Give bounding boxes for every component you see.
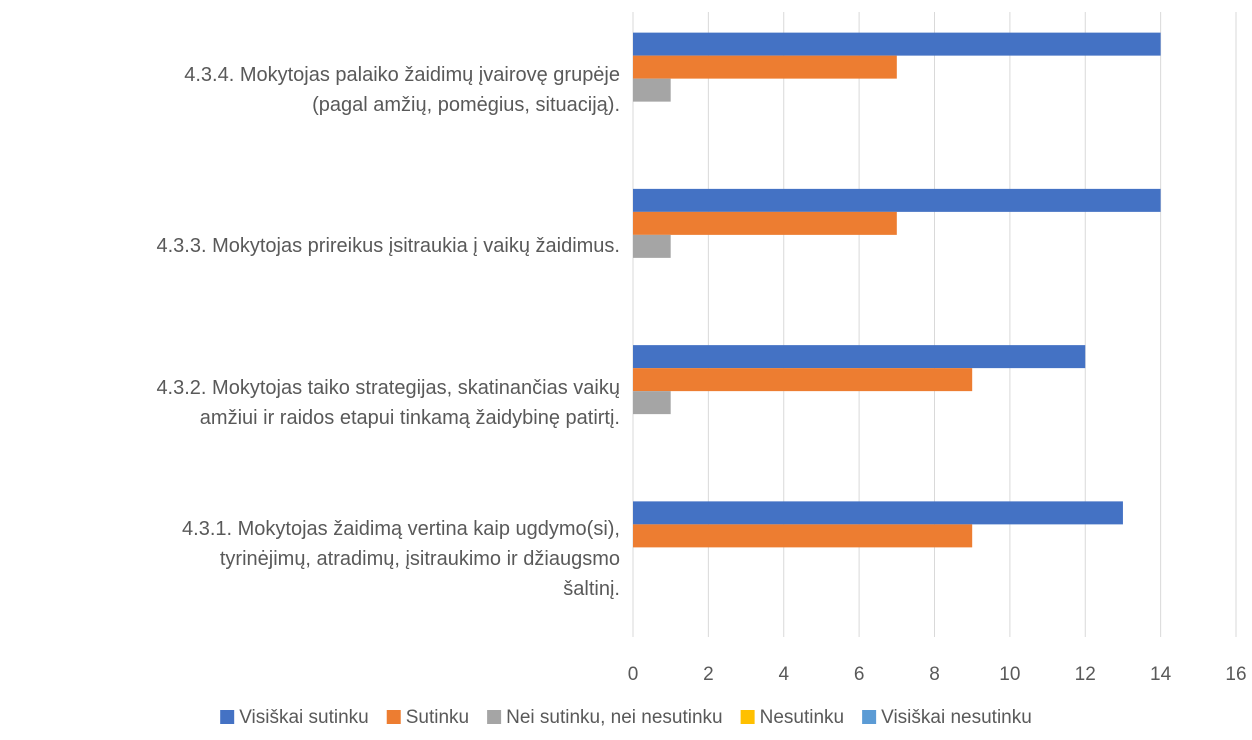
- legend-swatch: [862, 710, 877, 724]
- legend-swatch: [220, 710, 235, 724]
- legend-label: Visiškai nesutinku: [881, 707, 1032, 728]
- legend-label: Nei sutinku, nei nesutinku: [506, 707, 723, 728]
- legend-label: Visiškai sutinku: [239, 707, 369, 728]
- bar: [633, 188, 1161, 212]
- x-tick-label: 8: [929, 664, 940, 685]
- bar: [633, 211, 897, 235]
- category-label: 4.3.1. Mokytojas žaidimą vertina kaip ug…: [182, 517, 620, 600]
- bar: [633, 78, 671, 102]
- x-tick-label: 10: [999, 664, 1020, 685]
- legend-label: Nesutinku: [760, 707, 845, 728]
- legend-swatch: [740, 710, 755, 724]
- legend: Visiškai sutinku Sutinku Nei sutinku, nei …: [220, 707, 1032, 728]
- bar: [633, 345, 1086, 369]
- legend-swatch: [386, 710, 401, 724]
- bar: [633, 391, 671, 415]
- x-tick-label: 16: [1225, 664, 1246, 685]
- legend-swatch: [487, 710, 502, 724]
- x-tick-label: 2: [703, 664, 714, 685]
- category-label: 4.3.2. Mokytojas taiko strategijas, skat…: [156, 376, 620, 429]
- category-label: 4.3.4. Mokytojas palaiko žaidimų įvairov…: [184, 64, 620, 117]
- bar: [633, 234, 671, 258]
- bar: [633, 501, 1123, 525]
- x-tick-label: 4: [778, 664, 789, 685]
- bar: [633, 55, 897, 79]
- legend-label: Sutinku: [406, 707, 469, 728]
- x-tick-label: 14: [1150, 664, 1172, 685]
- category-label: 4.3.3. Mokytojas prireikus įsitraukia į …: [156, 235, 620, 258]
- x-tick-label: 6: [854, 664, 865, 685]
- x-tick-label: 12: [1075, 664, 1096, 685]
- bar: [633, 368, 973, 392]
- bar: [633, 524, 973, 548]
- bar: [633, 32, 1161, 56]
- x-tick-label: 0: [628, 664, 639, 685]
